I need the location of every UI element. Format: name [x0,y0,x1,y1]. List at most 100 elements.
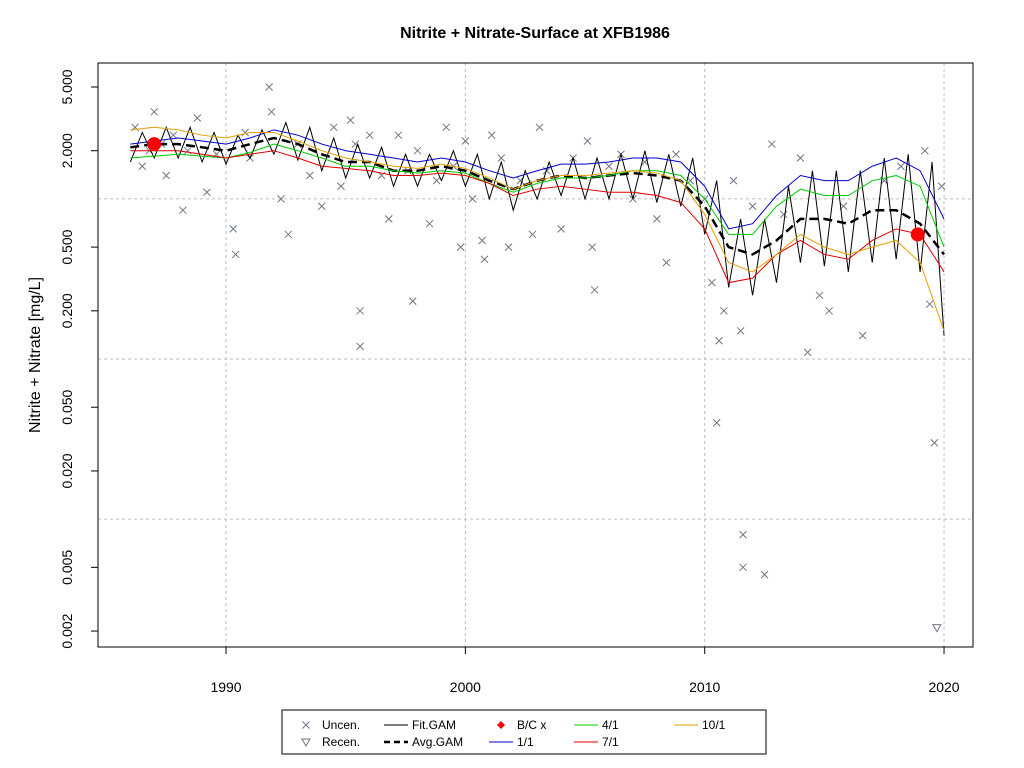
point [241,128,250,137]
y-axis-label: Nitrite + Nitrate [mg/L] [27,277,44,433]
point [583,137,592,145]
plot-area [98,63,973,647]
point [351,140,360,148]
point [317,202,326,211]
point [337,182,345,191]
point [478,236,486,245]
point [796,154,805,162]
legend-label: 1/1 [517,735,534,749]
legend-symbol [301,738,311,748]
point [193,114,202,122]
point [708,278,716,287]
point [605,162,613,171]
point [442,123,451,132]
legend-label: Recen. [322,735,360,749]
point [356,306,364,315]
point [329,123,338,132]
y-tick-label: 0.500 [59,229,75,264]
legend-label: B/C x [517,718,546,732]
plot-frame [97,62,974,648]
point [413,146,422,155]
y-tick-label: 0.200 [59,293,75,328]
series-line [129,120,945,336]
point [267,107,276,116]
point [652,215,661,223]
legend-label: Avg.GAM [412,735,463,749]
point [229,225,238,233]
point [760,570,769,579]
legend-symbol [497,721,505,729]
point [672,150,680,159]
point [497,154,506,162]
chart-title: Nitrite + Nitrate-Surface at XFB1986 [400,25,670,42]
y-tick-label: 5.000 [59,69,75,104]
point [365,131,374,140]
series-line [130,126,945,331]
point [712,418,721,427]
x-tick-label: 1990 [210,679,241,695]
series-line [130,143,945,248]
point [394,131,403,140]
point [169,131,178,140]
legend-label: 4/1 [602,718,619,732]
point [925,300,934,309]
point [480,255,489,264]
point [739,530,747,539]
x-tick-label: 2020 [928,679,959,695]
point [720,306,728,315]
point [588,243,597,251]
y-tick-label: 0.050 [59,389,75,424]
point [715,336,723,345]
point [487,131,496,140]
legend: Uncen. Recen. Fit.GAM Avg.GAM B/C x 1/1 4/1 7/1… [301,718,726,749]
point [590,286,599,294]
point [931,624,942,633]
point [284,230,293,239]
point [138,162,147,171]
point [803,348,812,357]
point [432,176,441,185]
x-tick-label: 2010 [689,679,720,695]
y-tick-label: 0.005 [59,550,75,585]
y-tick-label: 0.020 [59,453,75,488]
point [265,83,273,91]
point [528,230,537,239]
y-tick-label: 2.000 [59,133,75,168]
point [425,219,434,228]
point [461,137,470,145]
point [736,326,745,335]
point [408,297,417,305]
y-tick-label: 0.002 [59,613,75,648]
point [910,227,925,242]
point [203,188,211,197]
point [921,146,929,155]
point [162,171,171,180]
series-line [130,150,945,284]
legend-label: 10/1 [702,718,726,732]
point [468,195,477,203]
point [183,146,192,155]
point [147,137,162,152]
legend-box [281,709,767,755]
point [231,250,240,259]
point [815,291,824,300]
point [356,342,364,351]
point [456,243,465,251]
point [662,258,671,267]
point [767,140,776,148]
x-tick-label: 2000 [450,679,481,695]
point [384,215,393,223]
point [739,563,747,572]
point [858,331,867,340]
legend-label: Fit.GAM [412,718,456,732]
legend-symbol [302,721,310,729]
point [504,243,513,251]
point [179,206,187,215]
point [930,438,939,447]
point [557,225,565,233]
point [937,182,946,191]
point [277,195,285,203]
point [825,306,834,315]
